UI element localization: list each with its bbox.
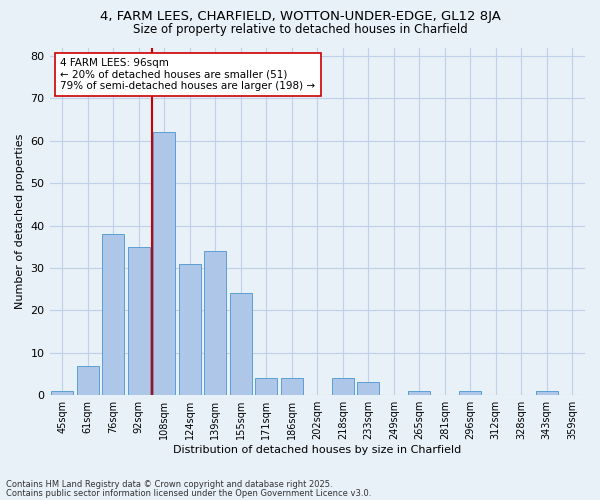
Bar (332, 378, 353, 395)
Bar (128, 247, 149, 395)
Text: Size of property relative to detached houses in Charfield: Size of property relative to detached ho… (133, 22, 467, 36)
Bar (154, 132, 175, 395)
Bar (409, 391, 430, 395)
Bar (536, 391, 557, 395)
Bar (281, 378, 302, 395)
Bar (52, 391, 73, 395)
Bar (103, 234, 124, 395)
Bar (205, 251, 226, 395)
Bar (460, 391, 481, 395)
Text: 4, FARM LEES, CHARFIELD, WOTTON-UNDER-EDGE, GL12 8JA: 4, FARM LEES, CHARFIELD, WOTTON-UNDER-ED… (100, 10, 500, 23)
X-axis label: Distribution of detached houses by size in Charfield: Distribution of detached houses by size … (173, 445, 461, 455)
Text: 4 FARM LEES: 96sqm
← 20% of detached houses are smaller (51)
79% of semi-detache: 4 FARM LEES: 96sqm ← 20% of detached hou… (60, 58, 316, 91)
Bar (256, 378, 277, 395)
Y-axis label: Number of detached properties: Number of detached properties (15, 134, 25, 309)
Bar (77, 366, 98, 395)
Text: Contains HM Land Registry data © Crown copyright and database right 2025.: Contains HM Land Registry data © Crown c… (6, 480, 332, 489)
Bar (230, 294, 251, 395)
Text: Contains public sector information licensed under the Open Government Licence v3: Contains public sector information licen… (6, 488, 371, 498)
Bar (179, 264, 200, 395)
Bar (358, 382, 379, 395)
